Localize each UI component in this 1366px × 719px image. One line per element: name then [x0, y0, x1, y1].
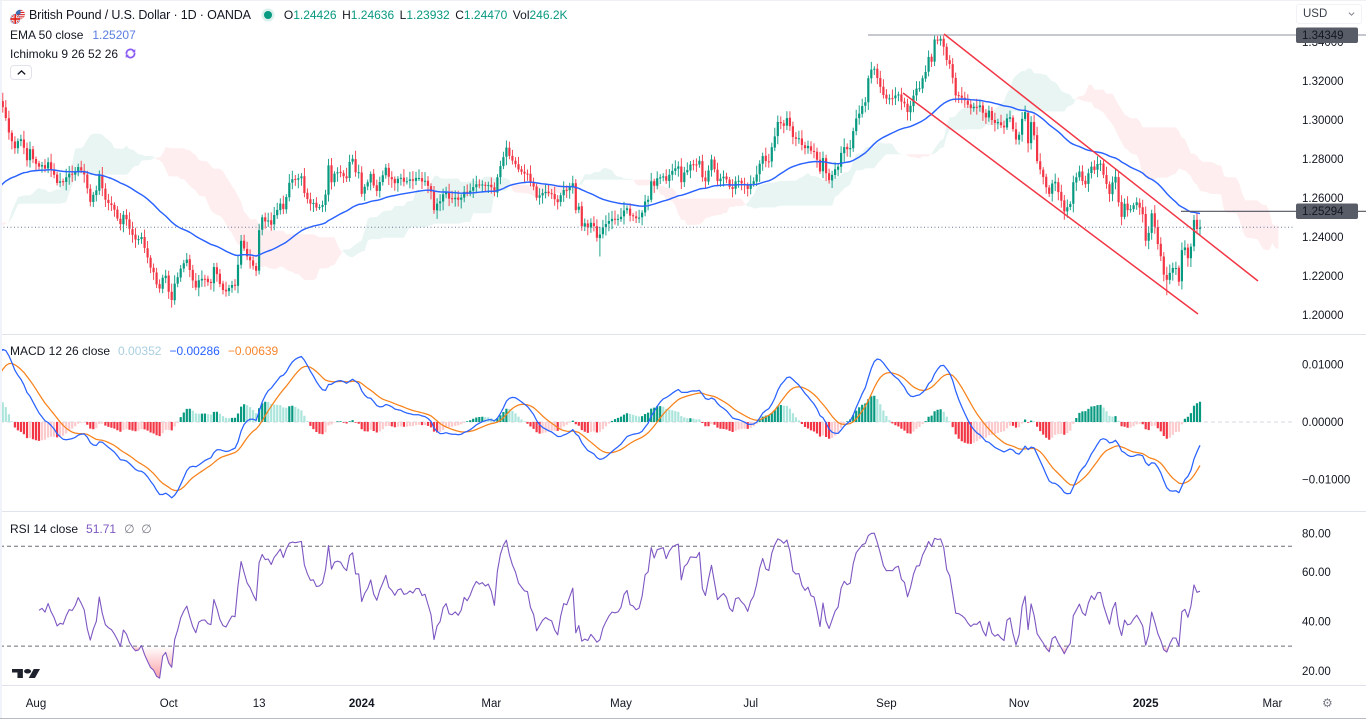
svg-text:1.32000: 1.32000 — [1302, 76, 1344, 88]
svg-text:Mar: Mar — [1262, 698, 1282, 710]
svg-text:80.00: 80.00 — [1302, 528, 1331, 540]
svg-text:Mar: Mar — [481, 698, 501, 710]
svg-text:20.00: 20.00 — [1302, 666, 1331, 678]
svg-text:Sep: Sep — [876, 698, 896, 710]
svg-text:−0.01000: −0.01000 — [1302, 475, 1350, 487]
svg-text:Aug: Aug — [26, 698, 46, 710]
svg-text:Nov: Nov — [1009, 698, 1030, 710]
svg-text:1.22000: 1.22000 — [1302, 271, 1344, 283]
svg-text:Oct: Oct — [160, 698, 179, 710]
svg-text:1.24000: 1.24000 — [1302, 232, 1344, 244]
svg-text:Jul: Jul — [743, 698, 758, 710]
svg-text:13: 13 — [253, 698, 266, 710]
svg-text:0.00000: 0.00000 — [1302, 417, 1344, 429]
svg-text:1.30000: 1.30000 — [1302, 115, 1344, 127]
svg-text:May: May — [610, 698, 632, 710]
svg-text:2025: 2025 — [1133, 698, 1159, 710]
svg-text:1.20000: 1.20000 — [1302, 310, 1344, 322]
svg-text:1.26000: 1.26000 — [1302, 193, 1344, 205]
svg-text:1.28000: 1.28000 — [1302, 154, 1344, 166]
svg-text:40.00: 40.00 — [1302, 616, 1331, 628]
svg-text:1.34349: 1.34349 — [1302, 30, 1344, 42]
svg-text:60.00: 60.00 — [1302, 567, 1331, 579]
svg-text:0.01000: 0.01000 — [1302, 359, 1344, 371]
svg-text:1.25294: 1.25294 — [1302, 206, 1344, 218]
svg-text:2024: 2024 — [349, 698, 375, 710]
